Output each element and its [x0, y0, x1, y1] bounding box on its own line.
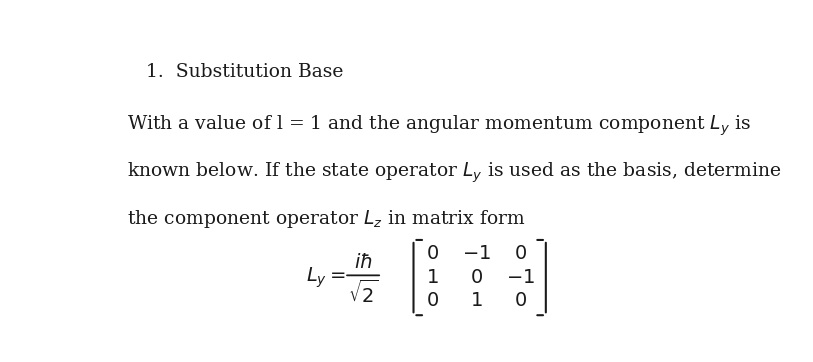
Text: $0$: $0$ [514, 245, 527, 263]
Text: 1.  Substitution Base: 1. Substitution Base [146, 63, 343, 81]
Text: the component operator $L_z$ in matrix form: the component operator $L_z$ in matrix f… [127, 208, 525, 230]
Text: $0$: $0$ [426, 292, 439, 310]
Text: $-1$: $-1$ [462, 245, 491, 263]
Text: $1$: $1$ [426, 269, 439, 287]
Text: $i\hbar$: $i\hbar$ [354, 253, 372, 272]
Text: $-1$: $-1$ [506, 269, 535, 287]
Text: With a value of l = 1 and the angular momentum component $L_y$ is: With a value of l = 1 and the angular mo… [127, 113, 751, 138]
Text: $0$: $0$ [470, 269, 483, 287]
Text: $0$: $0$ [426, 245, 439, 263]
Text: $0$: $0$ [514, 292, 527, 310]
Text: $1$: $1$ [470, 292, 483, 310]
Text: $\sqrt{2}$: $\sqrt{2}$ [348, 279, 379, 307]
Text: $L_y =$: $L_y =$ [307, 265, 346, 290]
Text: known below. If the state operator $L_y$ is used as the basis, determine: known below. If the state operator $L_y$… [127, 160, 781, 185]
